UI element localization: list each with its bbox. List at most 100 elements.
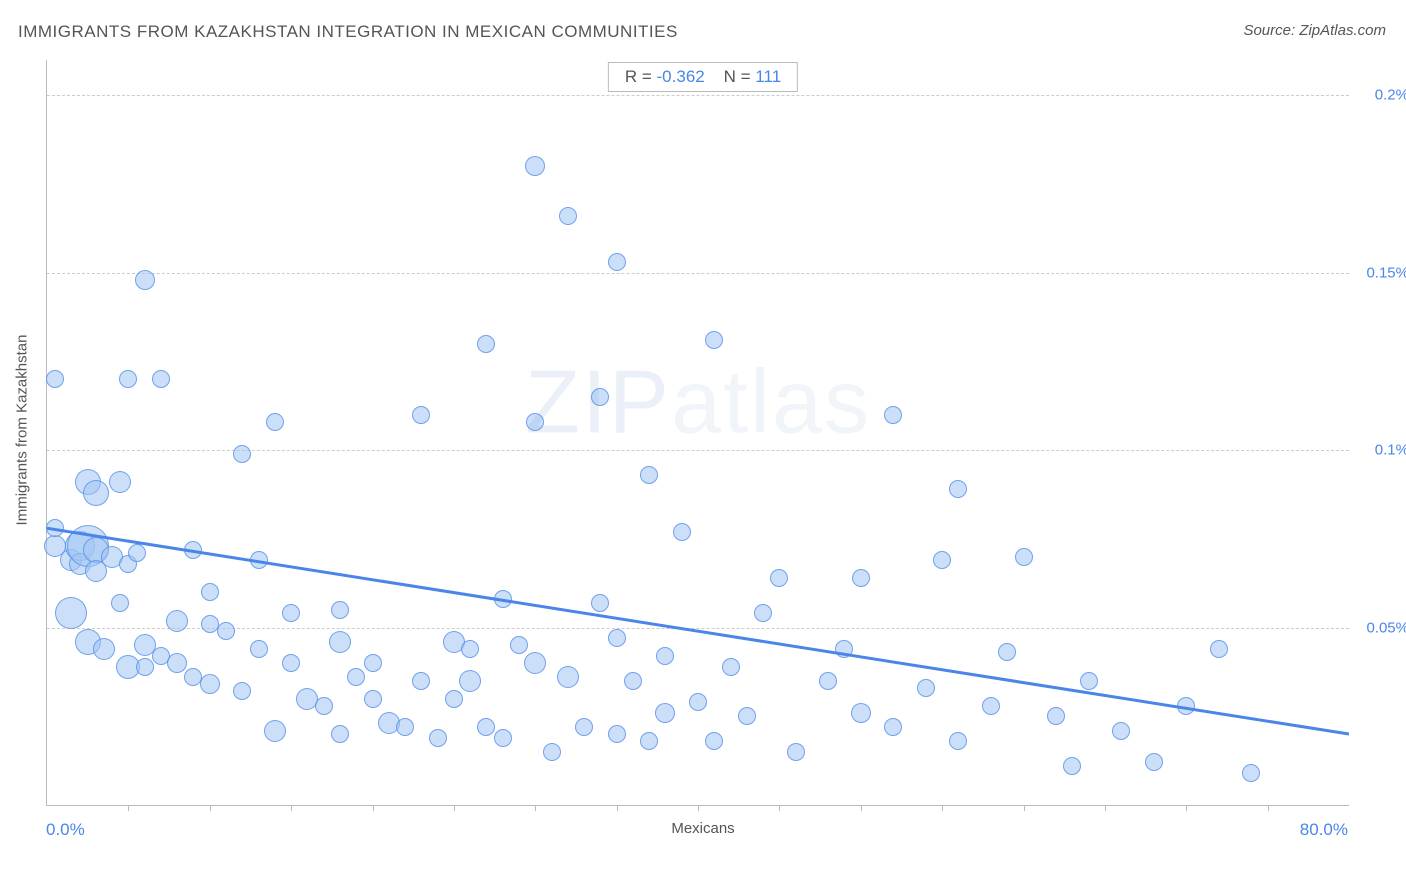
n-value: 111 [755, 67, 781, 86]
scatter-point [705, 732, 723, 750]
scatter-point [524, 652, 546, 674]
x-tick [454, 805, 455, 811]
scatter-point [396, 718, 414, 736]
y-tick-label: 0.05% [1366, 619, 1406, 636]
x-tick [128, 805, 129, 811]
scatter-point [591, 594, 609, 612]
scatter-point [93, 638, 115, 660]
x-tick [1186, 805, 1187, 811]
scatter-point [1063, 757, 1081, 775]
scatter-point [640, 732, 658, 750]
scatter-point [233, 445, 251, 463]
scatter-plot-area: ZIPatlas 0.05%0.1%0.15%0.2% [46, 60, 1349, 806]
scatter-point [1210, 640, 1228, 658]
x-tick [291, 805, 292, 811]
scatter-point [119, 370, 137, 388]
scatter-point [364, 690, 382, 708]
scatter-point [655, 703, 675, 723]
scatter-point [640, 466, 658, 484]
gridline [47, 95, 1349, 96]
scatter-point [559, 207, 577, 225]
scatter-point [152, 370, 170, 388]
scatter-point [412, 672, 430, 690]
scatter-point [770, 569, 788, 587]
x-axis-max-label: 80.0% [1300, 820, 1348, 840]
scatter-point [851, 703, 871, 723]
scatter-point [331, 601, 349, 619]
x-tick [1268, 805, 1269, 811]
scatter-point [982, 697, 1000, 715]
x-tick [861, 805, 862, 811]
scatter-point [835, 640, 853, 658]
r-label: R = [625, 67, 652, 86]
scatter-point [494, 729, 512, 747]
scatter-point [477, 335, 495, 353]
stats-box: R = -0.362 N = 111 [608, 62, 798, 92]
x-tick [535, 805, 536, 811]
scatter-point [282, 604, 300, 622]
scatter-point [705, 331, 723, 349]
scatter-point [184, 541, 202, 559]
source-attribution: Source: ZipAtlas.com [1243, 22, 1386, 39]
x-tick [373, 805, 374, 811]
scatter-point [543, 743, 561, 761]
scatter-point [949, 732, 967, 750]
scatter-point [315, 697, 333, 715]
scatter-point [949, 480, 967, 498]
n-label: N = [724, 67, 751, 86]
scatter-point [852, 569, 870, 587]
scatter-point [933, 551, 951, 569]
watermark-atlas: atlas [671, 352, 871, 452]
scatter-point [738, 707, 756, 725]
scatter-point [510, 636, 528, 654]
y-axis-title: Immigrants from Kazakhstan [14, 335, 31, 526]
gridline [47, 273, 1349, 274]
scatter-point [608, 725, 626, 743]
scatter-point [166, 610, 188, 632]
x-tick [942, 805, 943, 811]
x-tick [617, 805, 618, 811]
scatter-point [429, 729, 447, 747]
scatter-point [884, 718, 902, 736]
scatter-point [264, 720, 286, 742]
scatter-point [445, 690, 463, 708]
scatter-point [787, 743, 805, 761]
watermark: ZIPatlas [525, 351, 871, 454]
scatter-point [819, 672, 837, 690]
chart-title: IMMIGRANTS FROM KAZAKHSTAN INTEGRATION I… [18, 22, 678, 42]
scatter-point [282, 654, 300, 672]
r-value: -0.362 [657, 67, 705, 86]
scatter-point [884, 406, 902, 424]
x-tick [779, 805, 780, 811]
y-tick-label: 0.1% [1375, 442, 1406, 459]
scatter-point [1047, 707, 1065, 725]
scatter-point [1112, 722, 1130, 740]
scatter-point [608, 629, 626, 647]
scatter-point [673, 523, 691, 541]
scatter-point [128, 544, 146, 562]
scatter-point [250, 640, 268, 658]
scatter-point [722, 658, 740, 676]
scatter-point [135, 270, 155, 290]
scatter-point [689, 693, 707, 711]
scatter-point [754, 604, 772, 622]
scatter-point [1145, 753, 1163, 771]
scatter-point [917, 679, 935, 697]
scatter-point [1242, 764, 1260, 782]
scatter-point [200, 674, 220, 694]
scatter-point [136, 658, 154, 676]
scatter-point [109, 471, 131, 493]
scatter-point [624, 672, 642, 690]
scatter-point [331, 725, 349, 743]
scatter-point [364, 654, 382, 672]
scatter-point [412, 406, 430, 424]
scatter-point [525, 156, 545, 176]
scatter-point [167, 653, 187, 673]
scatter-point [201, 583, 219, 601]
x-tick [210, 805, 211, 811]
x-tick [698, 805, 699, 811]
scatter-point [233, 682, 251, 700]
scatter-point [83, 480, 109, 506]
scatter-point [575, 718, 593, 736]
scatter-point [526, 413, 544, 431]
